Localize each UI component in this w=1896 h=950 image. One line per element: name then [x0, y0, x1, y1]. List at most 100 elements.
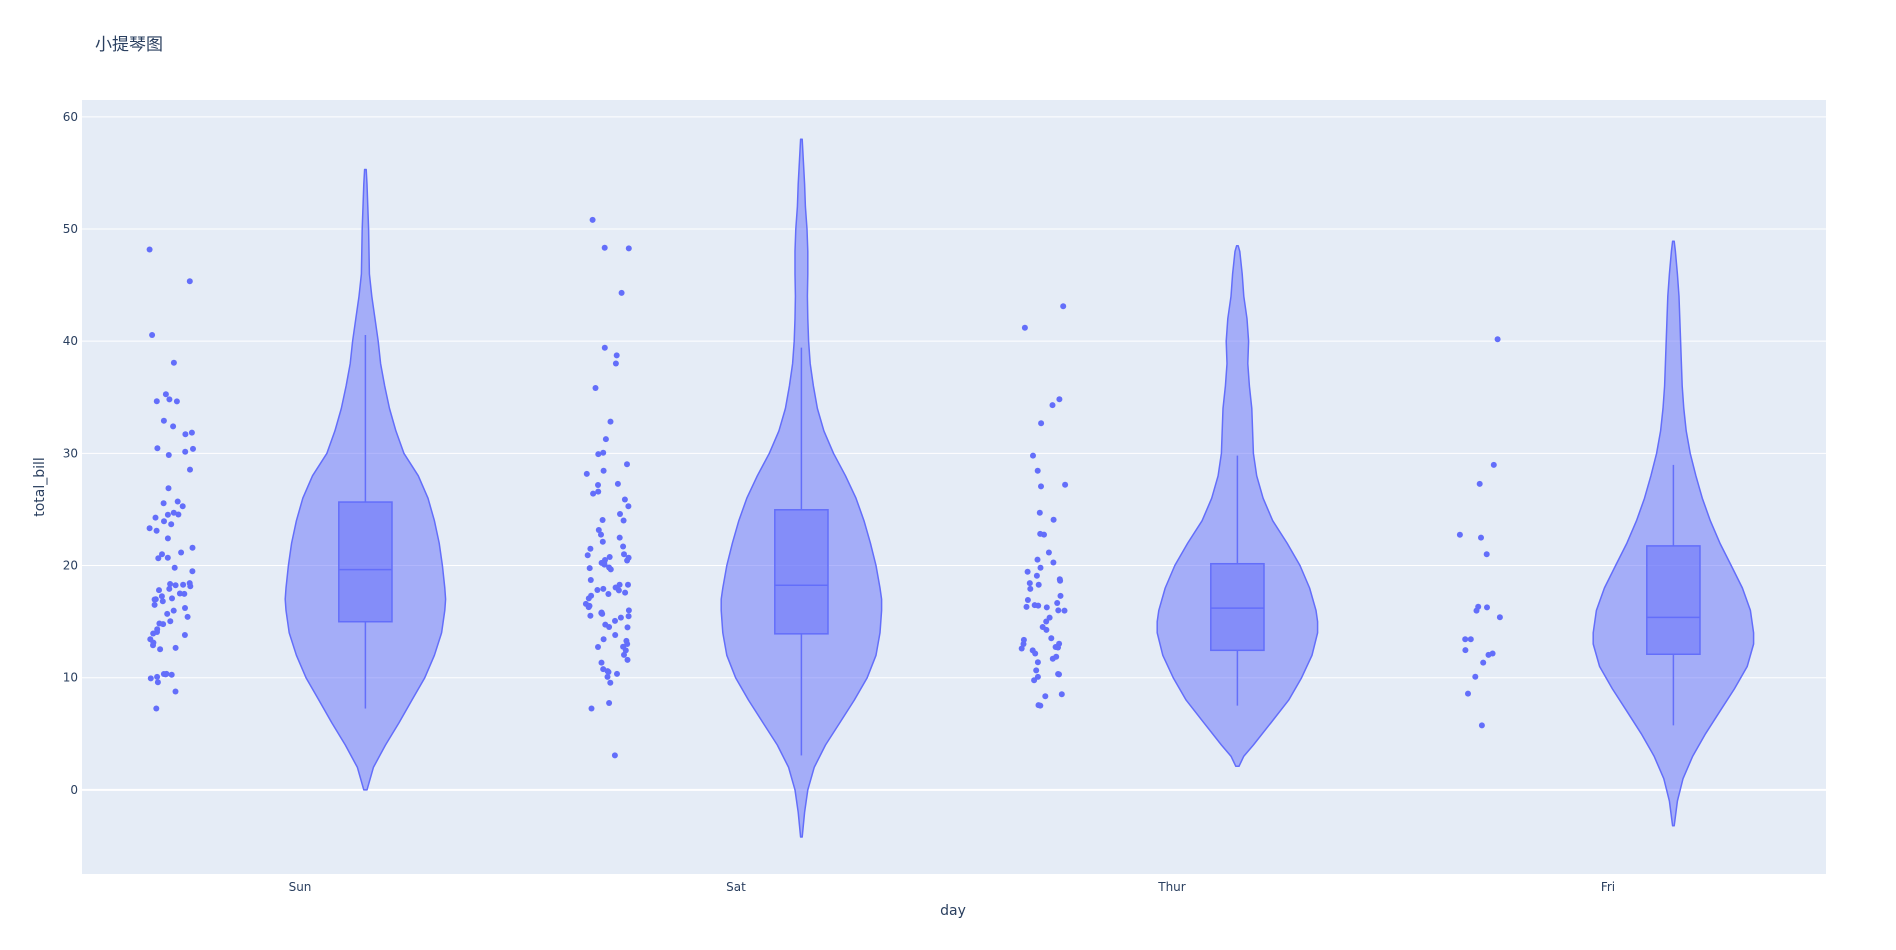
data-point [174, 498, 181, 505]
data-point [1484, 604, 1490, 611]
data-point [158, 593, 165, 600]
data-point [1494, 336, 1501, 343]
data-point [588, 705, 595, 712]
data-point [606, 700, 613, 706]
data-point [604, 673, 611, 680]
data-point [159, 598, 166, 605]
y-tick-label: 30 [63, 446, 78, 460]
data-point [167, 618, 174, 625]
data-point [625, 613, 632, 620]
data-point [189, 568, 196, 575]
data-point [1049, 402, 1056, 409]
data-point [625, 245, 632, 252]
data-point [1496, 614, 1503, 621]
data-point [606, 624, 613, 630]
data-point [600, 636, 607, 643]
data-point [1034, 467, 1041, 474]
data-point [616, 534, 623, 541]
violin-Sun [146, 168, 447, 791]
data-point [1033, 667, 1040, 674]
x-tick-label: Sun [289, 880, 312, 894]
data-point [1021, 324, 1028, 331]
data-point [1055, 644, 1061, 651]
data-point [1480, 659, 1487, 666]
data-point [169, 595, 175, 602]
box [1210, 562, 1265, 652]
violin-Sat [582, 138, 883, 838]
data-point [1037, 564, 1044, 571]
data-point [176, 590, 183, 597]
y-tick-label: 0 [70, 783, 78, 797]
data-point [613, 352, 620, 359]
y-tick-label: 10 [63, 671, 78, 685]
data-point [179, 503, 186, 510]
data-point [624, 656, 631, 663]
data-point [584, 552, 591, 559]
violin-Thur [1018, 245, 1319, 768]
data-point [614, 480, 621, 487]
data-point [150, 630, 157, 637]
data-point [154, 679, 161, 686]
data-point [1023, 603, 1030, 610]
data-point [1034, 556, 1041, 563]
data-point [1467, 636, 1474, 643]
data-point [1042, 693, 1049, 700]
data-point [1043, 626, 1050, 633]
data-point [1037, 702, 1044, 709]
data-point [598, 659, 605, 666]
data-point [151, 601, 158, 608]
data-point [599, 538, 606, 545]
x-tick-label: Thur [1157, 880, 1186, 894]
x-axis-title: day [940, 903, 966, 919]
data-point [614, 670, 620, 677]
data-point [182, 431, 189, 438]
data-point [601, 561, 608, 568]
data-point [155, 555, 162, 562]
y-tick-label: 40 [63, 334, 78, 348]
data-point [153, 705, 160, 712]
data-point [147, 675, 154, 682]
data-point [171, 564, 178, 571]
data-point [1057, 592, 1064, 599]
data-point [598, 531, 604, 538]
data-point [1033, 572, 1040, 579]
data-point [188, 429, 195, 436]
data-point [1062, 481, 1069, 488]
data-point [607, 566, 614, 573]
data-point [625, 581, 631, 588]
data-point [1056, 671, 1062, 678]
data-point [156, 587, 162, 594]
data-point [164, 511, 171, 518]
data-point [1024, 568, 1031, 575]
data-point [1456, 531, 1463, 538]
chart-title: 小提琴图 [95, 35, 163, 55]
data-point [173, 398, 180, 405]
data-point [1058, 691, 1065, 698]
data-point [181, 590, 188, 597]
data-point [184, 613, 191, 620]
data-point [602, 436, 609, 443]
data-point [620, 517, 627, 524]
data-point [600, 585, 607, 592]
data-point [595, 451, 602, 458]
data-point [1026, 580, 1033, 587]
data-point [164, 610, 171, 617]
data-point [595, 488, 602, 495]
y-tick-label: 50 [63, 222, 78, 236]
y-axis-title: total_bill [32, 457, 48, 517]
data-point [605, 669, 612, 675]
data-point [182, 448, 189, 455]
data-point [617, 614, 624, 621]
data-point [170, 607, 177, 614]
data-point [1478, 534, 1484, 541]
data-point [595, 482, 601, 488]
data-point [607, 679, 614, 686]
data-point [154, 445, 161, 452]
y-axis-ticks: 0 10 20 30 40 50 60 [63, 110, 78, 797]
data-point [1050, 559, 1057, 566]
data-point [165, 452, 172, 458]
data-point [151, 596, 158, 603]
data-point [1020, 641, 1027, 647]
data-point [1057, 577, 1064, 584]
